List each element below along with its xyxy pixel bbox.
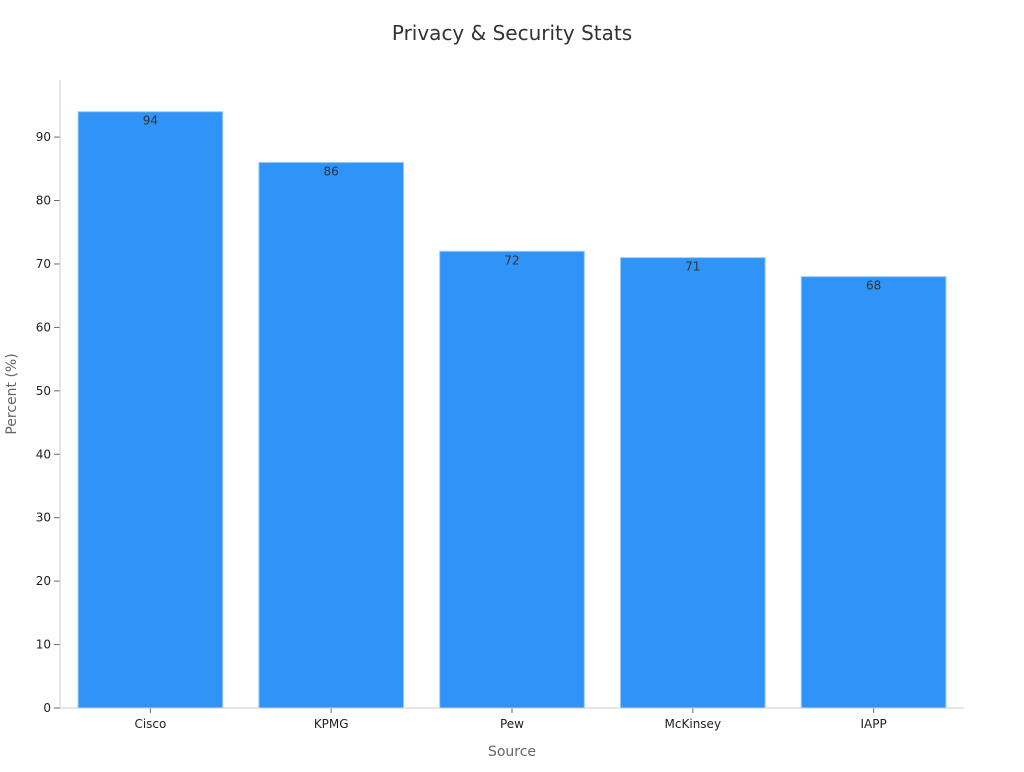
bar-cisco xyxy=(77,111,224,709)
chart-title: Privacy & Security Stats xyxy=(392,21,632,45)
x-tick-label: Cisco xyxy=(134,717,166,731)
y-axis-ticks: 0 10 20 30 40 50 60 70 80 90 xyxy=(36,130,60,715)
x-tick-label: McKinsey xyxy=(665,717,722,731)
y-tick-label: 50 xyxy=(36,384,51,398)
bar-value-label: 71 xyxy=(685,260,700,274)
value-labels-group: 94 86 72 71 68 xyxy=(143,114,881,293)
y-tick-label: 70 xyxy=(36,257,51,271)
x-tick-label: KPMG xyxy=(314,717,349,731)
bar-value-label: 86 xyxy=(324,164,339,178)
y-axis-label: Percent (%) xyxy=(4,353,20,434)
bar-value-label: 72 xyxy=(504,253,519,267)
y-tick-label: 40 xyxy=(36,447,51,461)
y-tick-label: 80 xyxy=(36,194,51,208)
bar-pew xyxy=(439,250,585,709)
y-tick-label: 10 xyxy=(36,638,51,652)
y-tick-label: 0 xyxy=(43,701,51,715)
bar-value-label: 94 xyxy=(143,114,158,128)
y-tick-label: 30 xyxy=(36,511,51,525)
x-tick-label: IAPP xyxy=(860,717,886,731)
bar-value-label: 68 xyxy=(866,279,881,293)
bars-group xyxy=(77,111,947,709)
bar-kpmg xyxy=(258,161,405,709)
bar-iapp xyxy=(800,276,947,709)
x-axis-ticks: Cisco KPMG Pew McKinsey IAPP xyxy=(134,708,887,731)
bar-mckinsey xyxy=(619,257,766,709)
y-tick-label: 90 xyxy=(36,130,51,144)
y-tick-label: 60 xyxy=(36,320,51,334)
y-tick-label: 20 xyxy=(36,574,51,588)
x-tick-label: Pew xyxy=(500,717,524,731)
x-axis-label: Source xyxy=(488,744,536,760)
